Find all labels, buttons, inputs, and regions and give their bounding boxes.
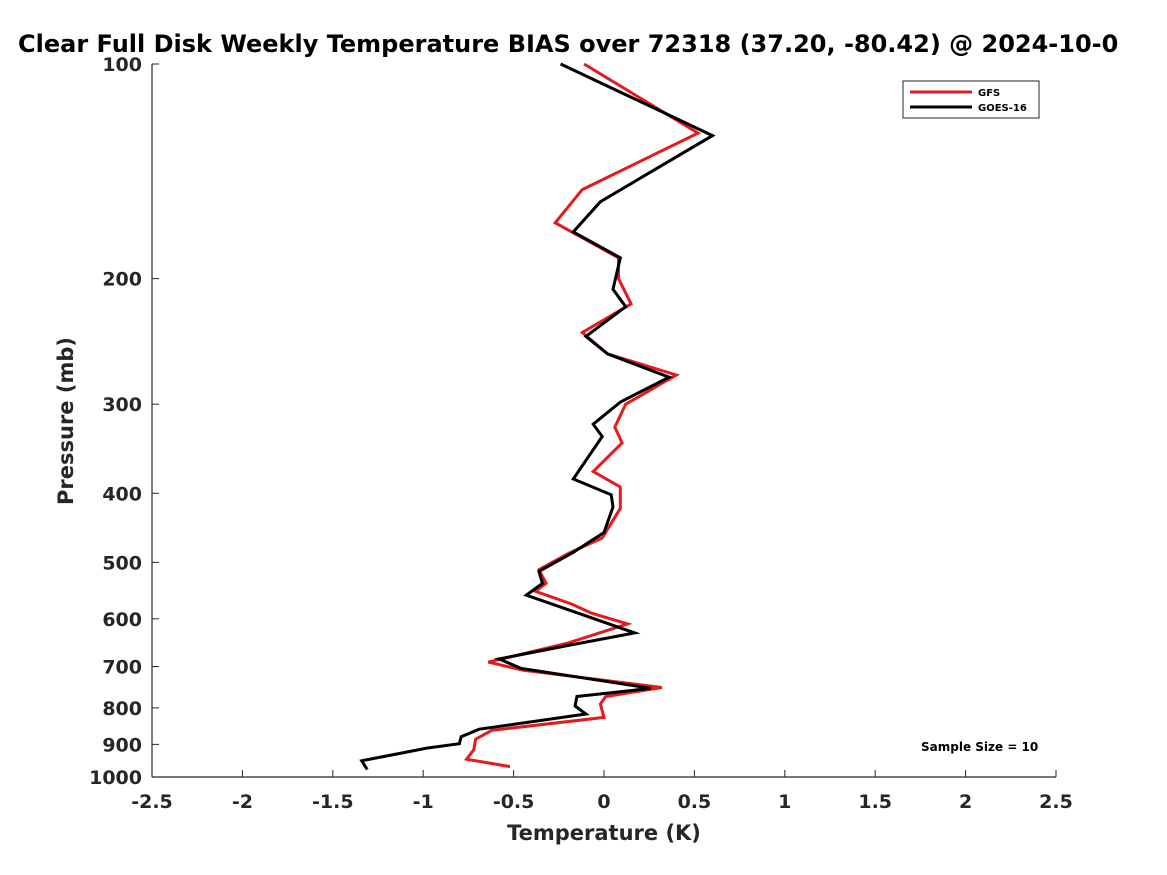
- x-tick-label: -1.5: [312, 791, 354, 813]
- legend: GFS GOES-16: [902, 80, 1040, 119]
- y-tick-label: 300: [102, 394, 142, 416]
- y-tick-label: 800: [102, 698, 142, 720]
- y-tick-label: 200: [102, 269, 142, 291]
- legend-label-goes16: GOES-16: [978, 103, 1027, 114]
- y-tick-label: 400: [102, 483, 142, 505]
- y-tick-label: 500: [102, 552, 142, 574]
- x-tick-label: -1: [413, 791, 434, 813]
- x-axis-label: Temperature (K): [507, 821, 701, 845]
- x-tick-label: 2: [959, 791, 972, 813]
- x-tick-label: 0.5: [678, 791, 712, 813]
- legend-box: [902, 80, 1040, 119]
- series-line-goes16: [359, 62, 716, 771]
- legend-label-gfs: GFS: [978, 88, 1000, 99]
- y-tick-label: 700: [102, 657, 142, 679]
- chart-title: Clear Full Disk Weekly Temperature BIAS …: [18, 30, 1118, 58]
- y-tick-label: 900: [102, 734, 142, 756]
- plot-area: [152, 64, 1056, 777]
- y-tick-label: 600: [102, 609, 142, 631]
- sample-size-annotation: Sample Size = 10: [921, 740, 1038, 754]
- x-tick-label: -2.5: [131, 791, 173, 813]
- y-axis-label: Pressure (mb): [54, 337, 78, 505]
- series-layer: [359, 62, 716, 771]
- x-tick-label: 2.5: [1039, 791, 1073, 813]
- x-axis-ticks: -2.5 -2 -1.5 -1 -0.5 0 0.5 1 1.5 2 2.5: [131, 770, 1073, 813]
- y-tick-label: 1000: [89, 767, 142, 789]
- x-tick-label: -0.5: [493, 791, 535, 813]
- y-axis-ticks: 100 200 300 400 500 600 700 800 900 1000: [89, 54, 159, 789]
- x-tick-label: 1: [778, 791, 791, 813]
- y-tick-label: 100: [102, 54, 142, 76]
- x-tick-label: 0: [597, 791, 610, 813]
- x-tick-label: 1.5: [858, 791, 892, 813]
- x-tick-label: -2: [232, 791, 253, 813]
